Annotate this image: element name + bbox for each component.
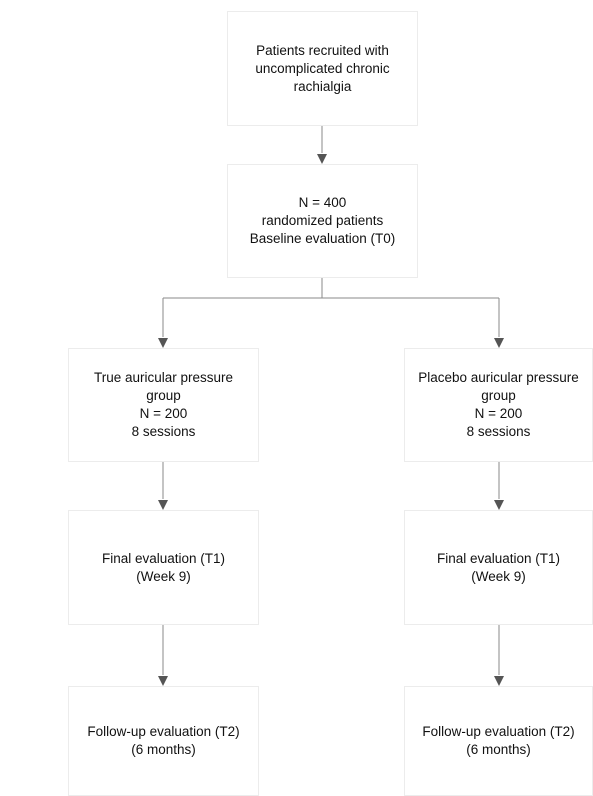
- placebo-group-line-4: 8 sessions: [466, 424, 531, 439]
- placebo-group-line-1: Placebo auricular pressure: [418, 370, 579, 385]
- arrowhead-followup-true: [158, 676, 168, 686]
- followup-true-line-2: (6 months): [131, 742, 196, 757]
- arrowhead-randomized: [317, 154, 327, 164]
- followup-placebo-line-1: Follow-up evaluation (T2): [422, 724, 575, 739]
- placebo-group-line-3: N = 200: [474, 406, 523, 421]
- placebo-group-box: Placebo auricular pressure group N = 200…: [404, 348, 593, 462]
- true-group-box: True auricular pressure group N = 200 8 …: [68, 348, 259, 462]
- final-true-box: Final evaluation (T1) (Week 9): [68, 510, 259, 625]
- arrowhead-final-placebo: [494, 500, 504, 510]
- followup-placebo-line-2: (6 months): [466, 742, 531, 757]
- true-group-line-3: N = 200: [139, 406, 188, 421]
- placebo-group-line-2: group: [481, 388, 516, 403]
- recruit-line-2: uncomplicated chronic: [255, 60, 390, 76]
- randomized-line-3: Baseline evaluation (T0): [249, 231, 396, 246]
- arrowhead-true-group: [158, 338, 168, 348]
- arrowhead-placebo-group: [494, 338, 504, 348]
- true-group-line-2: group: [146, 388, 181, 403]
- true-group-line-1: True auricular pressure: [93, 370, 234, 385]
- randomized-box: N = 400 randomized patients Baseline eva…: [227, 164, 418, 278]
- arrowhead-followup-placebo: [494, 676, 504, 686]
- final-placebo-line-2: (Week 9): [471, 568, 526, 584]
- recruit-line-3: rachialgia: [293, 78, 352, 94]
- final-placebo-box: Final evaluation (T1) (Week 9): [404, 510, 593, 625]
- final-true-line-2: (Week 9): [136, 568, 191, 584]
- arrowhead-final-true: [158, 500, 168, 510]
- followup-true-box: Follow-up evaluation (T2) (6 months): [68, 686, 259, 796]
- followup-placebo-box: Follow-up evaluation (T2) (6 months): [404, 686, 593, 796]
- recruit-box: Patients recruited with uncomplicated ch…: [227, 11, 418, 126]
- randomized-line-1: N = 400: [298, 195, 347, 210]
- randomized-line-2: randomized patients: [261, 213, 384, 228]
- true-group-line-4: 8 sessions: [131, 424, 196, 439]
- recruit-line-1: Patients recruited with: [256, 42, 389, 58]
- followup-true-line-1: Follow-up evaluation (T2): [87, 724, 240, 739]
- final-true-line-1: Final evaluation (T1): [101, 550, 226, 566]
- final-placebo-line-1: Final evaluation (T1): [436, 550, 561, 566]
